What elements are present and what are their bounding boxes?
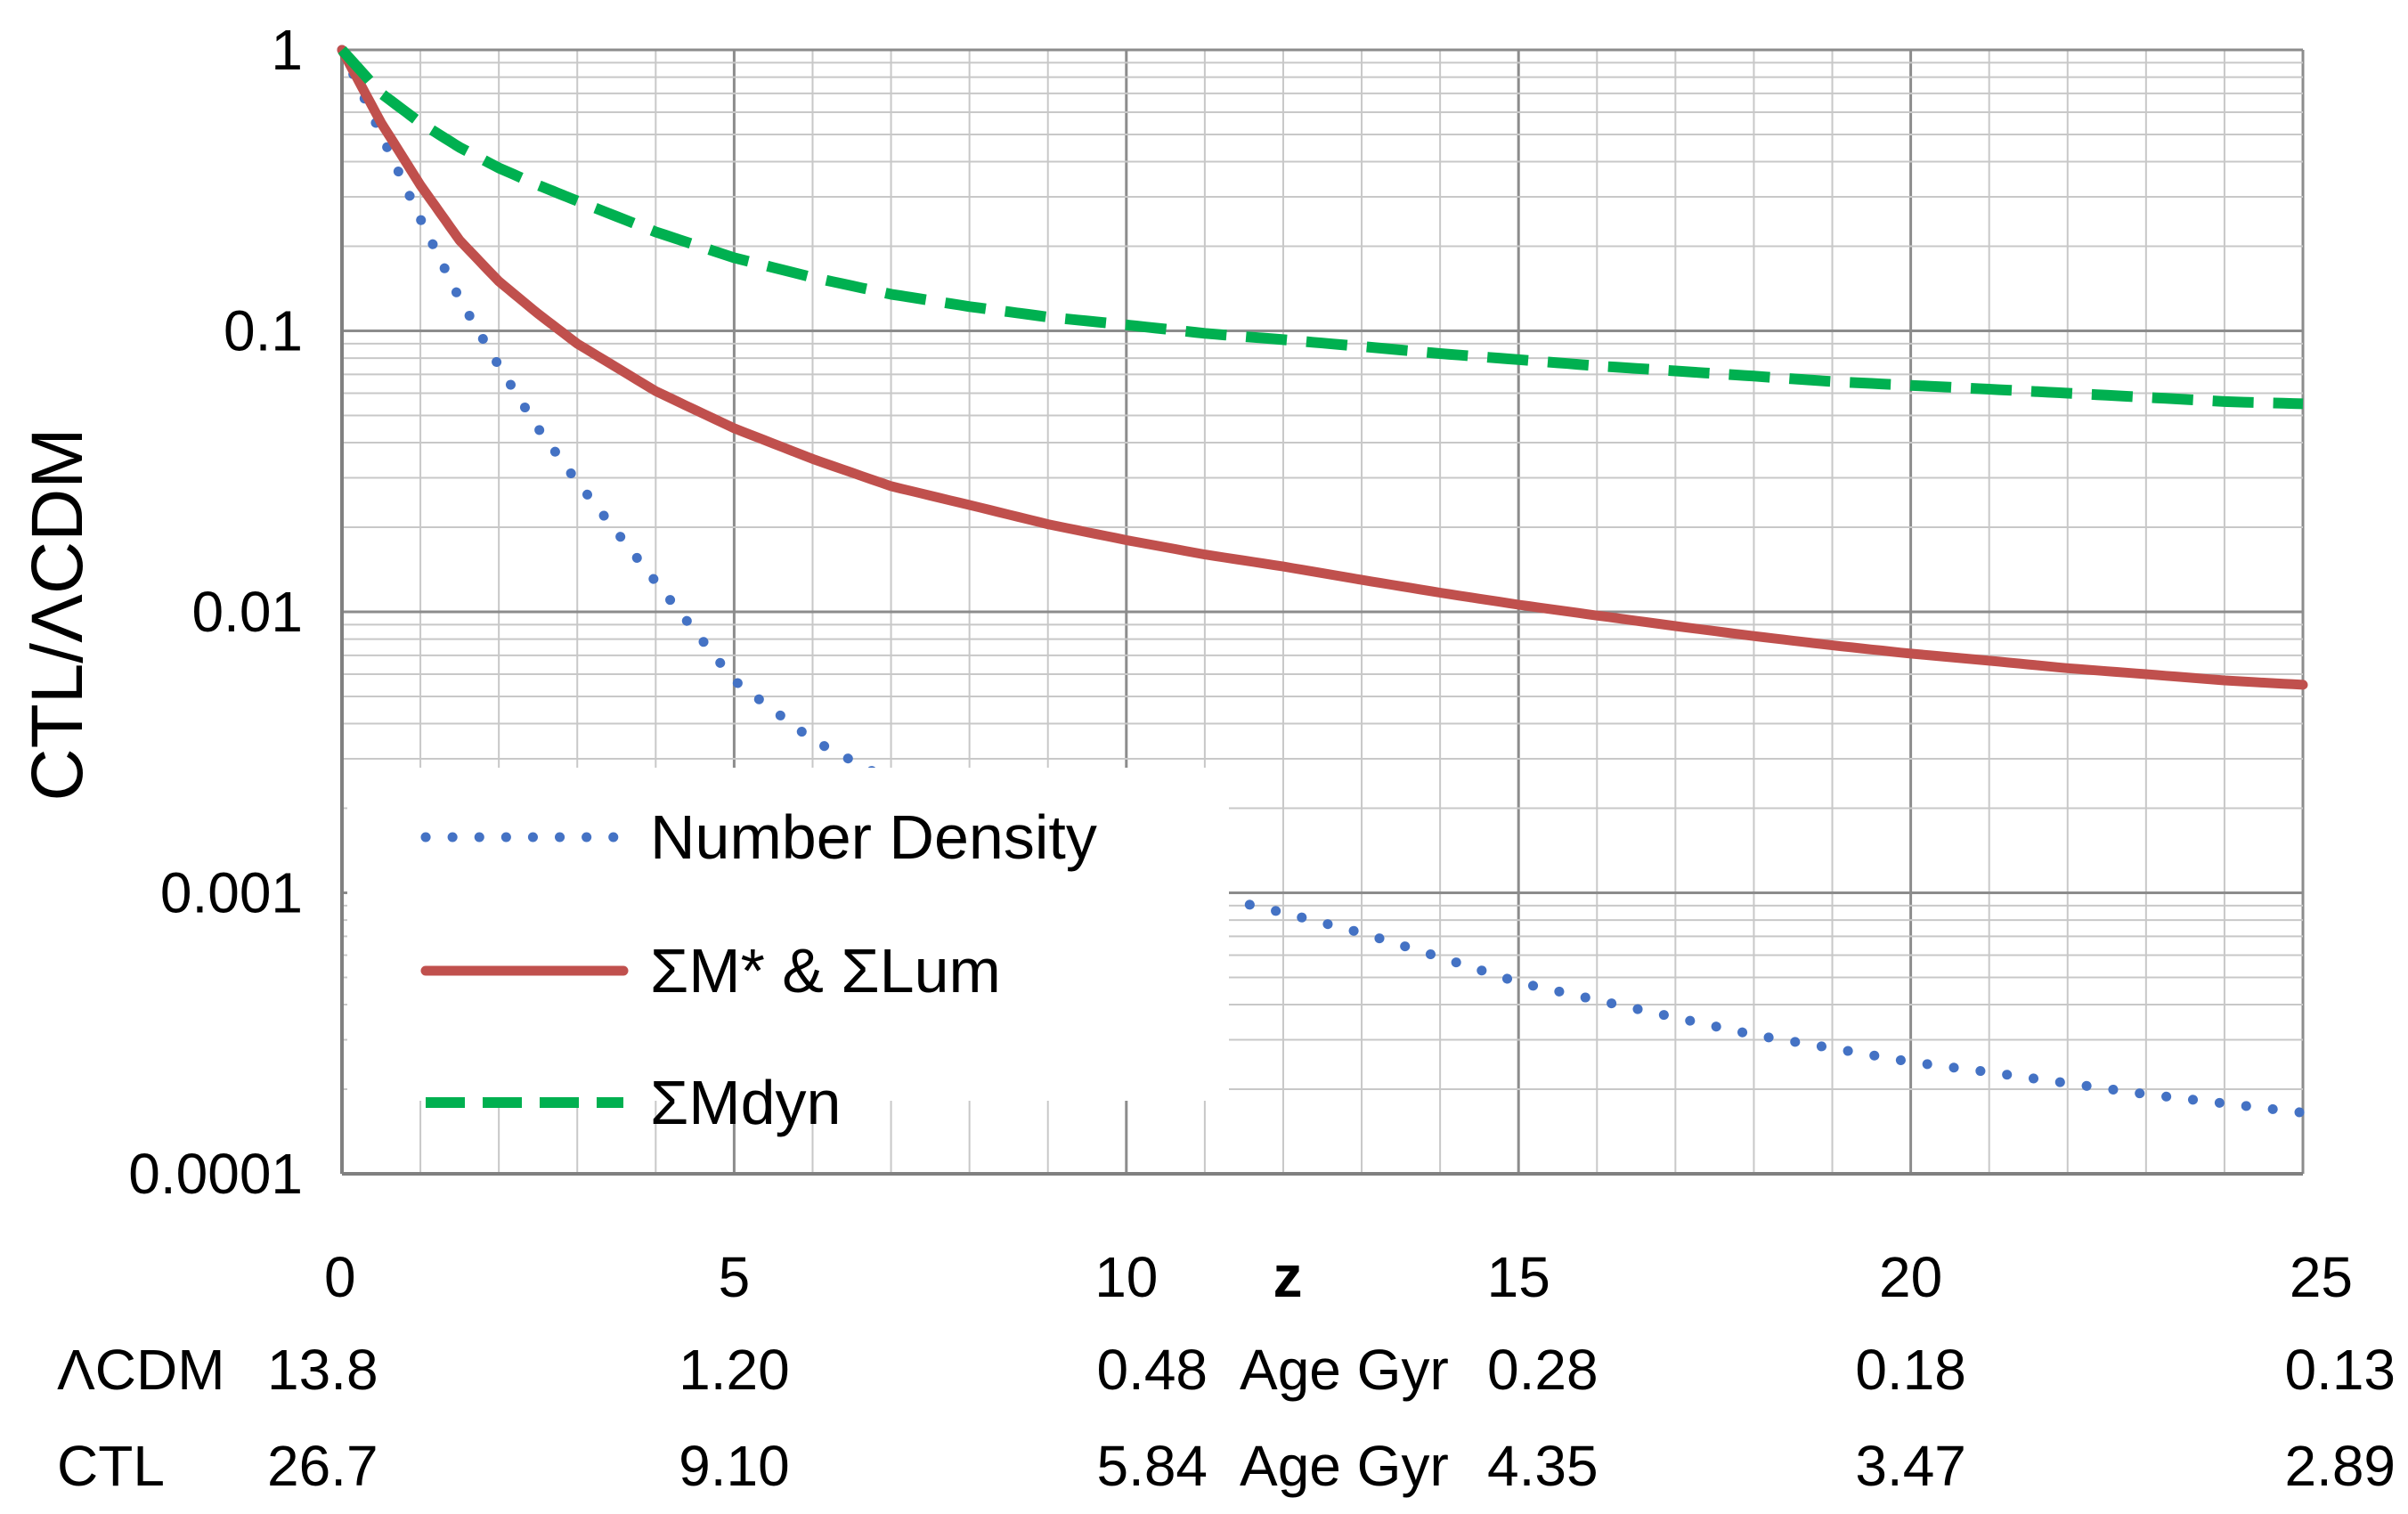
x-tick-label: 5: [719, 1245, 751, 1309]
y-tick-label: 0.0001: [128, 1142, 303, 1206]
age-value: 13.8: [267, 1338, 378, 1402]
x-tick-label: 0: [324, 1245, 356, 1309]
age-value: 5.84: [1096, 1434, 1208, 1498]
x-tick-label: 25: [2290, 1245, 2353, 1309]
age-value: 1.20: [679, 1338, 790, 1402]
legend-background: [347, 768, 1229, 1101]
age-unit-label: Age Gyr: [1240, 1338, 1449, 1402]
age-value: 2.89: [2284, 1434, 2396, 1498]
series-line-solid: [337, 45, 2308, 690]
y-tick-label: 0.1: [224, 299, 303, 363]
age-row-label: ΛCDM: [57, 1338, 225, 1402]
age-unit-label: Age Gyr: [1240, 1434, 1449, 1498]
x-tick-label: 20: [1879, 1245, 1942, 1309]
legend-label: Number Density: [650, 802, 1097, 872]
age-value: 9.10: [679, 1434, 790, 1498]
y-tick-label: 0.01: [191, 580, 303, 644]
age-value: 0.48: [1096, 1338, 1208, 1402]
age-value: 0.28: [1487, 1338, 1599, 1402]
legend: Number Density ΣM* & ΣLum ΣMdyn: [347, 768, 1229, 1137]
age-value: 0.13: [2284, 1338, 2396, 1402]
series-line-dashed: [338, 45, 2304, 410]
age-value: 26.7: [267, 1434, 378, 1498]
axis-labels: CTL/ΛCDM z 1 0.1 0.01 0.001 0.0001 0 5 10 15 20 25…: [17, 18, 2396, 1498]
x-tick-label: 15: [1487, 1245, 1550, 1309]
age-row-label: CTL: [57, 1434, 165, 1498]
y-axis-title: CTL/ΛCDM: [17, 427, 98, 801]
series-line-dotted: [337, 45, 2308, 1118]
x-axis-title: z: [1273, 1243, 1303, 1309]
plot-series: [337, 45, 2308, 1118]
x-tick-label: 10: [1094, 1245, 1158, 1309]
age-value: 0.18: [1855, 1338, 1966, 1402]
gridlines: [340, 48, 2305, 1176]
age-value: 3.47: [1855, 1434, 1966, 1498]
age-value: 4.35: [1487, 1434, 1599, 1498]
legend-label: ΣM* & ΣLum: [650, 936, 1001, 1005]
y-tick-label: 1: [271, 18, 303, 82]
y-tick-label: 0.001: [160, 861, 303, 925]
axes: [340, 50, 2303, 1176]
legend-label: ΣMdyn: [650, 1068, 841, 1137]
